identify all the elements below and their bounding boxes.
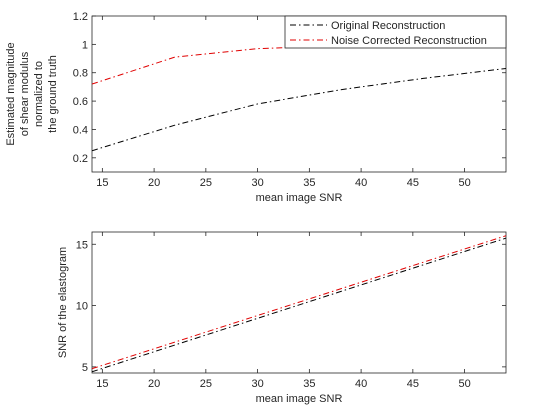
series-line-1 [92,235,506,370]
x-tick-label: 15 [96,378,108,390]
x-tick-label: 35 [303,378,315,390]
x-tick-label: 30 [251,177,263,189]
y-tick-label: 0.4 [73,124,88,136]
x-tick-label: 45 [407,177,419,189]
x-tick-label: 45 [407,378,419,390]
series-line-0 [92,237,506,373]
y-tick-label: 15 [76,239,88,251]
x-tick-label: 15 [96,177,108,189]
series-line-0 [92,67,506,152]
x-tick-label: 40 [355,378,367,390]
y-tick-label: 10 [76,301,88,313]
y-tick-label: 5 [82,362,88,374]
y-axis-label: of shear modulus [19,51,31,136]
legend-label-1: Noise Corrected Reconstruction [331,35,487,47]
y-tick-label: 0.2 [73,153,88,165]
y-axis-label: the ground truth [47,55,59,133]
y-tick-label: 1.2 [73,11,88,23]
x-tick-label: 30 [251,378,263,390]
y-axis-label: normalized to [33,61,45,127]
legend-label-0: Original Reconstruction [331,20,445,32]
chart-top-shear-modulus: 15 20 25 30 35 40 45 50 0.2 0.4 0.6 0.8 1 1.2 mean ima… [5,11,507,204]
y-tick-label: 0.6 [73,96,88,108]
x-axis-label: mean image SNR [256,192,343,204]
x-axis-label: mean image SNR [256,393,343,405]
x-tick-label: 50 [458,378,470,390]
y-tick-label: 1 [82,39,88,51]
y-axis-label: SNR of the elastogram [57,247,69,358]
x-tick-label: 50 [458,177,470,189]
y-tick-label: 0.8 [73,68,88,80]
chart-bottom-elastogram-snr: 15 20 25 30 35 40 45 50 5 10 15 mean image SNR SNR o… [57,231,507,405]
x-tick-label: 40 [355,177,367,189]
y-axis-label: Estimated magnitude [5,42,17,145]
legend-box [284,15,507,49]
x-tick-label: 20 [148,378,160,390]
x-tick-label: 20 [148,177,160,189]
x-tick-label: 25 [200,378,212,390]
x-tick-label: 35 [303,177,315,189]
x-tick-label: 25 [200,177,212,189]
